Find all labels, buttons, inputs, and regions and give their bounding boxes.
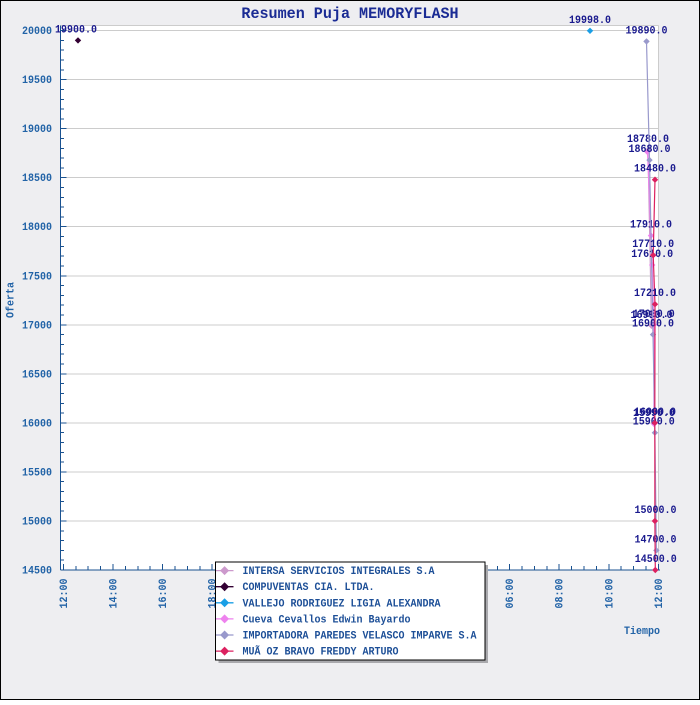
- svg-text:15000.0: 15000.0: [635, 505, 677, 517]
- svg-text:16:00: 16:00: [158, 579, 170, 609]
- svg-text:16500: 16500: [22, 369, 52, 381]
- svg-text:10:00: 10:00: [604, 579, 616, 609]
- svg-text:VALLEJO RODRIGUEZ LIGIA ALEXAN: VALLEJO RODRIGUEZ LIGIA ALEXANDRA: [243, 598, 441, 610]
- svg-text:18480.0: 18480.0: [634, 164, 676, 176]
- svg-text:INTERSA SERVICIOS INTEGRALES S: INTERSA SERVICIOS INTEGRALES S.A: [243, 566, 435, 578]
- svg-text:16990.0: 16990.0: [631, 310, 673, 322]
- svg-text:19900.0: 19900.0: [55, 24, 97, 36]
- svg-text:Tiempo: Tiempo: [624, 626, 660, 638]
- svg-text:16000.0: 16000.0: [634, 407, 676, 419]
- svg-text:18680.0: 18680.0: [629, 144, 671, 156]
- svg-text:17710.0: 17710.0: [632, 239, 674, 251]
- svg-text:19890.0: 19890.0: [626, 25, 668, 37]
- svg-text:20000: 20000: [22, 26, 52, 38]
- svg-text:Oferta: Oferta: [6, 282, 18, 318]
- svg-text:19000: 19000: [22, 124, 52, 136]
- svg-text:COMPUVENTAS CIA. LTDA.: COMPUVENTAS CIA. LTDA.: [243, 582, 375, 594]
- svg-text:12:00: 12:00: [654, 579, 666, 609]
- svg-text:14:00: 14:00: [109, 579, 121, 609]
- svg-text:17000: 17000: [22, 320, 52, 332]
- svg-text:IMPORTADORA PAREDES VELASCO IM: IMPORTADORA PAREDES VELASCO IMPARVE S.A: [243, 631, 477, 643]
- svg-text:17210.0: 17210.0: [634, 288, 676, 300]
- svg-text:18780.0: 18780.0: [627, 134, 669, 146]
- svg-text:17000.0: 17000.0: [633, 309, 675, 321]
- svg-text:Cueva Cevallos Edwin Bayardo: Cueva Cevallos Edwin Bayardo: [243, 614, 411, 626]
- svg-text:15000: 15000: [22, 517, 52, 529]
- svg-text:12:00: 12:00: [59, 579, 71, 609]
- svg-text:14500: 14500: [22, 566, 52, 578]
- svg-text:19998.0: 19998.0: [569, 15, 611, 27]
- svg-text:16900.0: 16900.0: [632, 319, 674, 331]
- svg-text:18500: 18500: [22, 173, 52, 185]
- svg-text:16000: 16000: [22, 418, 52, 430]
- svg-text:14500.0: 14500.0: [635, 554, 677, 566]
- svg-text:15500: 15500: [22, 467, 52, 479]
- svg-text:Resumen Puja MEMORYFLASH: Resumen Puja MEMORYFLASH: [241, 5, 458, 23]
- svg-text:18000: 18000: [22, 222, 52, 234]
- svg-text:06:00: 06:00: [505, 579, 517, 609]
- svg-text:MUÃ OZ BRAVO FREDDY ARTURO: MUÃ OZ BRAVO FREDDY ARTURO: [243, 645, 399, 659]
- svg-text:08:00: 08:00: [555, 579, 567, 609]
- svg-text:19500: 19500: [22, 75, 52, 87]
- svg-text:17500: 17500: [22, 271, 52, 283]
